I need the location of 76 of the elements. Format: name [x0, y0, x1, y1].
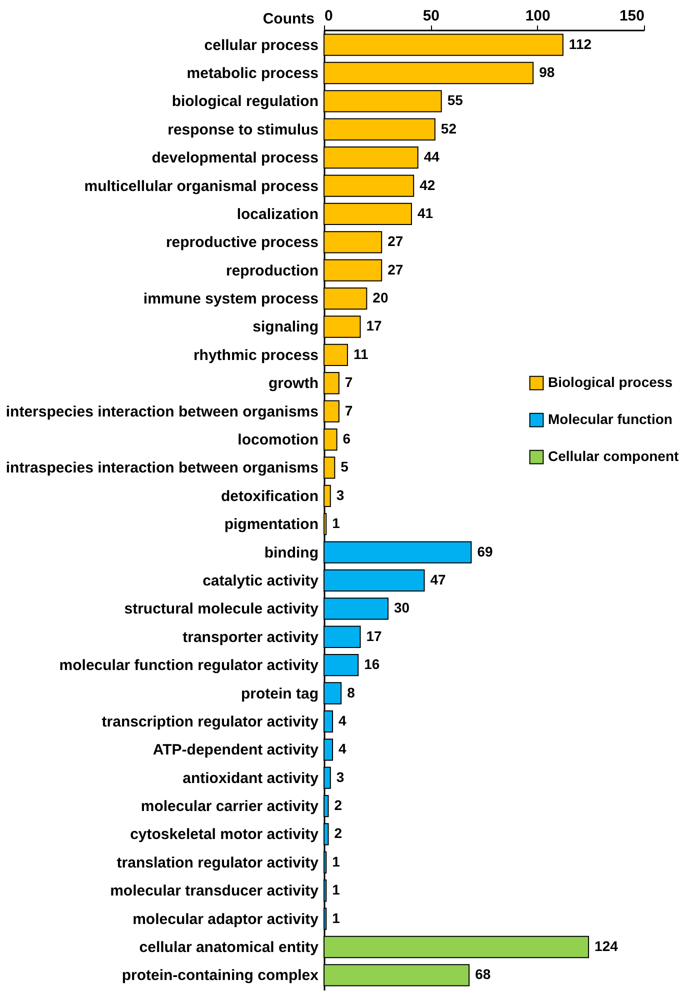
legend-label: Molecular function	[548, 411, 672, 428]
data-label: 20	[372, 290, 388, 306]
data-label: 30	[394, 600, 410, 616]
x-tick-label: 0	[324, 8, 333, 24]
data-label: 8	[347, 684, 356, 700]
data-label: 16	[364, 656, 380, 672]
y-tick-label: protein tag	[241, 685, 318, 702]
y-tick-label: rhythmic process	[193, 346, 318, 364]
data-label: 1	[332, 910, 340, 926]
y-tick-label: binding	[264, 544, 318, 562]
data-label: 17	[366, 318, 382, 334]
y-tick-label: multicellular organismal process	[84, 178, 318, 195]
data-label: 4	[338, 712, 347, 728]
y-tick-label: catalytic activity	[202, 572, 320, 590]
y-tick-label: immune system process	[143, 290, 318, 308]
y-tick-label: molecular function regulator activity	[59, 657, 320, 674]
data-label: 112	[568, 36, 592, 52]
y-tick-label: transporter activity	[182, 628, 320, 646]
y-tick-label: antioxidant activity	[182, 770, 320, 787]
data-label: 27	[388, 261, 404, 278]
y-tick-label: reproductive process	[166, 234, 318, 252]
x-tick-label: 100	[525, 8, 550, 24]
data-label: 1	[332, 853, 340, 870]
data-label: 17	[366, 628, 382, 644]
data-label: 47	[430, 571, 446, 588]
data-label: 52	[440, 120, 457, 136]
y-tick-label: locomotion	[238, 432, 318, 449]
y-tick-label: molecular adaptor activity	[132, 910, 320, 928]
data-label: 5	[340, 458, 349, 475]
y-tick-label: localization	[236, 206, 318, 223]
data-label: 2	[334, 825, 342, 842]
y-tick-label: reproduction	[226, 262, 318, 280]
y-tick-label: pigmentation	[224, 516, 318, 534]
data-label: 11	[353, 346, 368, 362]
y-tick-label: molecular carrier activity	[140, 798, 320, 816]
data-label: 98	[539, 64, 555, 80]
y-tick-label: cytoskeletal motor activity	[130, 826, 320, 844]
data-label: 124	[594, 938, 618, 954]
y-tick-label: response to stimulus	[168, 121, 318, 138]
y-tick-label: cellular anatomical entity	[139, 939, 320, 956]
y-tick-label: metabolic process	[186, 64, 318, 82]
data-label: 41	[417, 204, 434, 221]
data-label: 4	[338, 740, 347, 757]
data-label: 1	[332, 515, 340, 532]
y-tick-label: transcription regulator activity	[102, 713, 320, 730]
y-tick-label: protein-containing complex	[122, 967, 320, 984]
y-tick-label: detoxification	[220, 488, 318, 505]
y-tick-label: intraspecies interaction between organisms	[6, 460, 318, 477]
data-label: 7	[344, 374, 353, 390]
data-label: 2	[334, 797, 342, 814]
y-tick-label: cellular process	[204, 36, 318, 54]
y-tick-label: interspecies interaction between organisms	[6, 403, 318, 420]
x-tick-label: 50	[422, 8, 440, 24]
y-tick-label: structural molecule activity	[124, 600, 320, 618]
data-label: 44	[424, 148, 440, 165]
data-label: 55	[447, 92, 464, 108]
x-tick-label: 150	[619, 8, 644, 24]
data-label: 68	[475, 966, 491, 982]
data-label: 7	[344, 402, 353, 418]
y-tick-label: signaling	[252, 318, 318, 336]
legend-label: Biological process	[548, 374, 673, 390]
y-tick-label: translation regulator activity	[116, 854, 320, 872]
y-tick-label: ATP-dependent activity	[152, 742, 320, 759]
y-tick-label: growth	[268, 375, 318, 392]
data-label: 6	[342, 430, 351, 447]
y-tick-label: developmental process	[152, 150, 318, 167]
data-label: 42	[420, 176, 436, 193]
x-axis-title: Counts	[262, 10, 314, 28]
legend-label: Cellular component	[548, 448, 680, 464]
data-label: 3	[336, 486, 344, 503]
data-label: 1	[332, 882, 340, 898]
data-label: 69	[477, 543, 493, 560]
data-label: 27	[388, 233, 404, 250]
y-tick-label: molecular transducer activity	[110, 882, 320, 900]
data-label: 3	[336, 768, 344, 785]
y-tick-label: biological regulation	[172, 93, 318, 110]
